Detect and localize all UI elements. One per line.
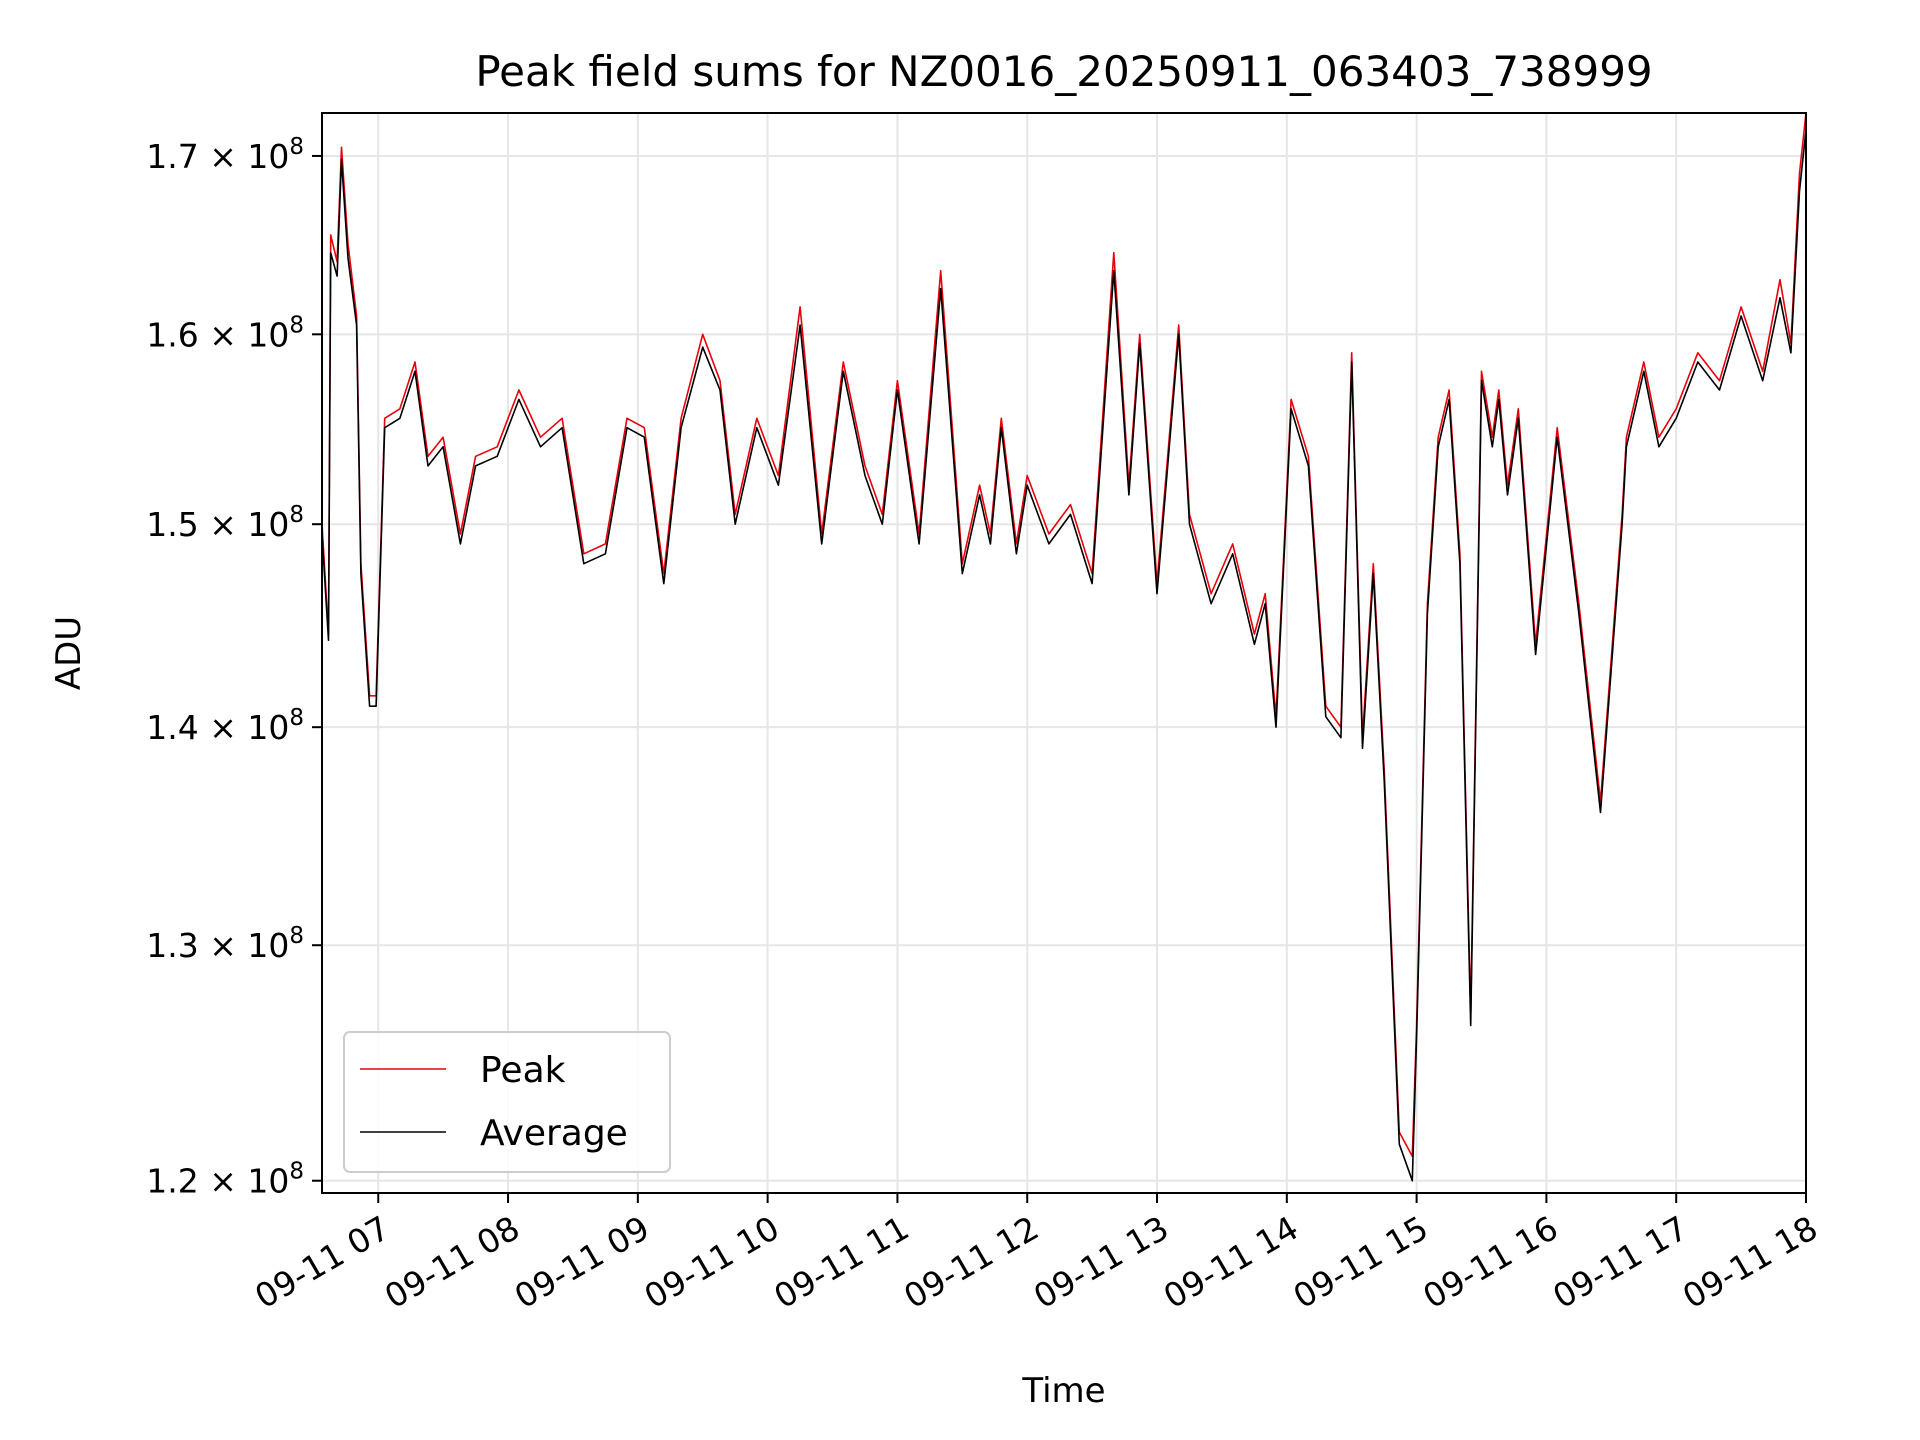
- y-tick-label: 1.5 × 108: [146, 502, 304, 544]
- y-tick-label: 1.2 × 108: [146, 1159, 304, 1201]
- legend-label-average: Average: [480, 1113, 628, 1154]
- y-tick-label: 1.6 × 108: [146, 312, 304, 354]
- series-group: [321, 112, 1807, 1182]
- legend-box: [343, 1031, 671, 1173]
- y-axis-title: ADU: [49, 616, 89, 690]
- y-tick-label: 1.3 × 108: [146, 923, 304, 965]
- chart-title: Peak field sums for NZ0016_20250911_0634…: [475, 47, 1652, 96]
- grid: [322, 113, 1807, 1193]
- y-tick-label: 1.4 × 108: [146, 705, 304, 747]
- y-tick-label: 1.7 × 108: [146, 134, 304, 176]
- plot-frame: [321, 112, 1807, 1194]
- series-line-average: [321, 130, 1807, 1182]
- legend: Peak Average: [343, 1031, 671, 1173]
- x-axis-title: Time: [1021, 1371, 1105, 1411]
- y-axis: 1.2 × 108 1.3 × 108 1.4 × 108 1.5 × 108 1.6 …: [146, 134, 322, 1201]
- legend-label-peak: Peak: [480, 1050, 566, 1091]
